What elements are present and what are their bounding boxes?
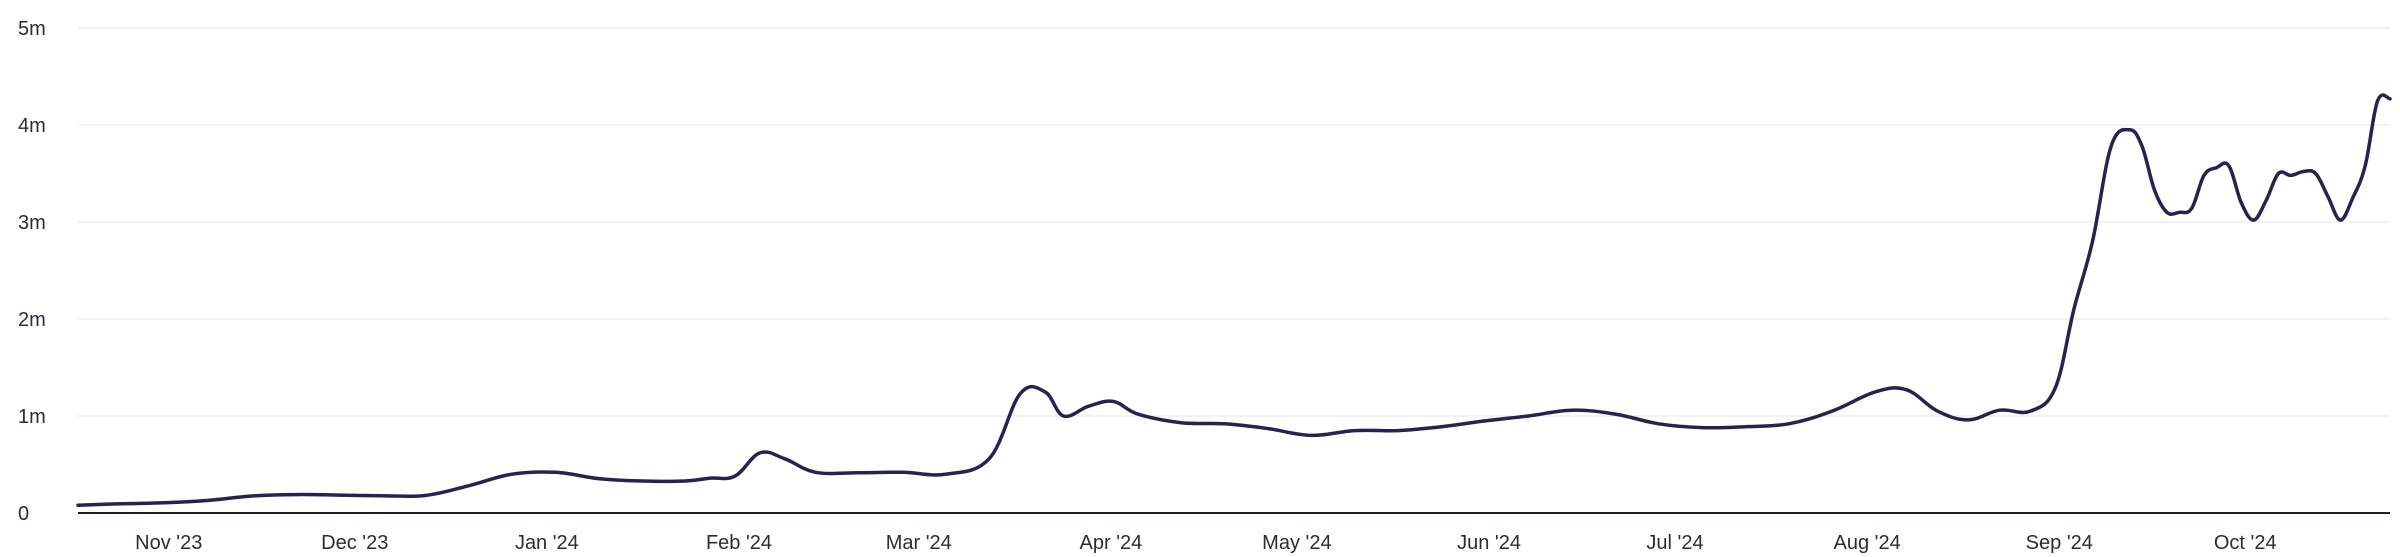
y-tick-label: 0	[18, 503, 29, 525]
x-tick-label: May '24	[1262, 532, 1331, 554]
x-tick-label: Oct '24	[2214, 532, 2277, 554]
x-tick-label: Aug '24	[1834, 532, 1901, 554]
y-tick-label: 1m	[18, 406, 46, 428]
series-line-0	[76, 93, 2392, 507]
x-axis-ticks: Nov '23 Dec '23 Jan '24 Feb '24 Mar '24 Apr '…	[135, 532, 2276, 554]
x-tick-label: Mar '24	[886, 532, 952, 554]
x-tick-label: Dec '23	[321, 532, 388, 554]
y-tick-label: 4m	[18, 115, 46, 137]
y-axis-ticks: 0 1m 2m 3m 4m 5m	[18, 18, 46, 525]
x-tick-label: Nov '23	[135, 532, 202, 554]
y-tick-label: 5m	[18, 18, 46, 40]
y-tick-label: 2m	[18, 309, 46, 331]
gridlines	[78, 27, 2390, 417]
series-layer	[76, 93, 2392, 507]
x-tick-label: Feb '24	[706, 532, 772, 554]
x-tick-label: Jun '24	[1457, 532, 1521, 554]
x-tick-label: Sep '24	[2026, 532, 2093, 554]
x-tick-label: Apr '24	[1080, 532, 1143, 554]
x-tick-label: Jul '24	[1646, 532, 1703, 554]
x-tick-label: Jan '24	[515, 532, 579, 554]
y-tick-label: 3m	[18, 212, 46, 234]
